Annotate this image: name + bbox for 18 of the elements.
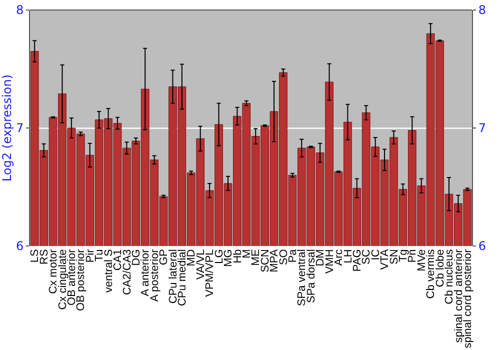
y2-tick-label: 8 [478, 3, 486, 18]
y-tick-label: 6 [16, 239, 24, 254]
x-tick-label: SN [388, 249, 400, 264]
y-tick-label: 8 [16, 3, 24, 18]
x-tick-label: SO [278, 248, 290, 266]
x-tick-label: PAG [351, 249, 364, 272]
y2-tick-label: 7 [478, 121, 486, 136]
x-tick-label: IC [370, 249, 382, 260]
x-tick-label: RS [38, 249, 50, 264]
x-tick-label: Arc [333, 248, 346, 266]
x-tick-label: DG [130, 249, 142, 266]
x-tick-label: Cb lobe [434, 249, 446, 288]
y-tick-label: 7 [16, 121, 24, 136]
x-tick-label: GP [158, 249, 170, 266]
y2-tick-label: 6 [478, 239, 486, 254]
y-axis-title: Log2 (expression) [0, 74, 14, 182]
x-tick-label: SPa dorsal [305, 249, 318, 304]
x-tick-label: SCN [259, 249, 272, 272]
